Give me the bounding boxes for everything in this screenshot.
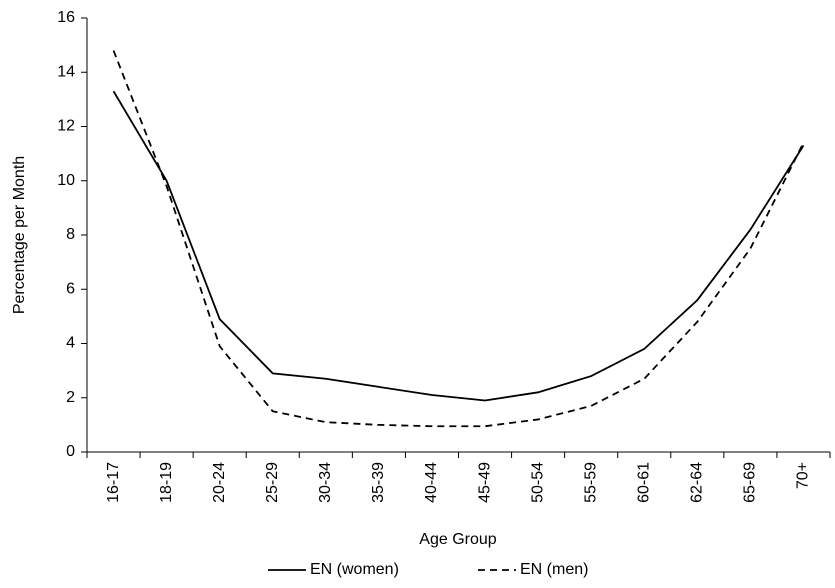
x-tick-label: 35-39 bbox=[370, 462, 387, 503]
legend-label: EN (women) bbox=[310, 561, 399, 578]
y-tick-label: 8 bbox=[66, 226, 75, 243]
x-tick-label: 62-64 bbox=[689, 462, 706, 503]
y-tick-label: 0 bbox=[66, 443, 75, 460]
y-tick-label: 2 bbox=[66, 389, 75, 406]
line-series bbox=[112, 90, 805, 402]
y-tick-label: 14 bbox=[57, 63, 75, 80]
x-tick-label: 30-34 bbox=[317, 462, 334, 503]
x-tick-label: 45-49 bbox=[476, 462, 493, 503]
y-tick-label: 4 bbox=[66, 335, 75, 352]
y-axis-label: Percentage per Month bbox=[11, 156, 28, 314]
x-tick-label: 40-44 bbox=[423, 462, 440, 503]
x-tick-label: 16-17 bbox=[105, 462, 122, 503]
x-tick-label: 60-61 bbox=[635, 462, 652, 503]
x-axis-label: Age Group bbox=[419, 531, 496, 548]
line-series bbox=[112, 50, 805, 428]
x-tick-label: 20-24 bbox=[211, 462, 228, 503]
y-tick-label: 6 bbox=[66, 280, 75, 297]
x-tick-label: 65-69 bbox=[742, 462, 759, 503]
x-tick-label: 18-19 bbox=[158, 462, 175, 503]
x-tick-label: 70+ bbox=[795, 462, 812, 489]
x-tick-label: 55-59 bbox=[582, 462, 599, 503]
y-tick-label: 10 bbox=[57, 172, 75, 189]
x-tick-label: 50-54 bbox=[529, 462, 546, 503]
legend-label: EN (men) bbox=[520, 561, 588, 578]
x-tick-label: 25-29 bbox=[264, 462, 281, 503]
y-tick-label: 16 bbox=[57, 9, 75, 26]
y-tick-label: 12 bbox=[57, 118, 75, 135]
